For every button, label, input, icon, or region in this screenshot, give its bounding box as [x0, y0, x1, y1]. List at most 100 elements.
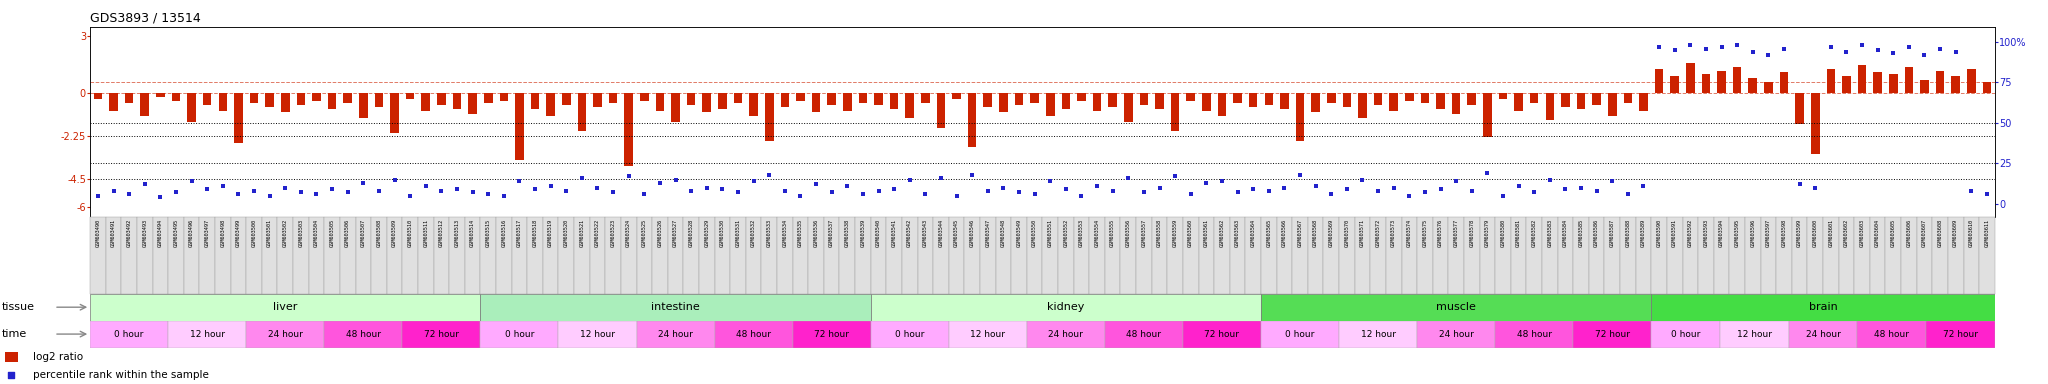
- FancyBboxPatch shape: [668, 217, 684, 294]
- Text: GSM603575: GSM603575: [1423, 218, 1427, 247]
- Bar: [358, 93, 367, 118]
- Point: [1706, 44, 1739, 50]
- FancyBboxPatch shape: [1479, 217, 1495, 294]
- Point: [924, 175, 956, 181]
- Bar: [936, 93, 946, 127]
- Text: 24 hour: 24 hour: [1438, 329, 1475, 339]
- Text: 72 hour: 72 hour: [815, 329, 850, 339]
- FancyBboxPatch shape: [1761, 217, 1776, 294]
- Text: GSM603547: GSM603547: [985, 218, 991, 247]
- Point: [1815, 44, 1847, 50]
- Text: GSM603521: GSM603521: [580, 218, 584, 247]
- Bar: [1014, 93, 1024, 105]
- Bar: [1343, 93, 1352, 107]
- Point: [207, 183, 240, 189]
- Bar: [406, 93, 414, 99]
- Point: [285, 189, 317, 195]
- Point: [674, 188, 707, 194]
- FancyBboxPatch shape: [1292, 217, 1309, 294]
- FancyBboxPatch shape: [715, 217, 731, 294]
- FancyBboxPatch shape: [324, 217, 340, 294]
- Point: [190, 186, 223, 192]
- Point: [426, 188, 459, 194]
- Point: [1581, 188, 1614, 194]
- Text: log2 ratio: log2 ratio: [33, 352, 84, 362]
- Text: 48 hour: 48 hour: [346, 329, 381, 339]
- Text: GSM603496: GSM603496: [188, 218, 195, 247]
- Point: [1143, 185, 1176, 191]
- FancyBboxPatch shape: [1964, 217, 1978, 294]
- Point: [457, 189, 489, 195]
- Bar: [952, 93, 961, 99]
- Bar: [1651, 321, 1720, 348]
- FancyBboxPatch shape: [1167, 217, 1184, 294]
- Bar: [1264, 93, 1274, 105]
- Text: 48 hour: 48 hour: [1126, 329, 1161, 339]
- Text: GSM603593: GSM603593: [1704, 218, 1708, 247]
- Point: [379, 177, 412, 183]
- FancyBboxPatch shape: [1573, 217, 1589, 294]
- Bar: [1155, 93, 1163, 109]
- Bar: [561, 93, 571, 105]
- Bar: [1339, 321, 1417, 348]
- Point: [1174, 191, 1206, 197]
- Bar: [1546, 93, 1554, 120]
- Bar: [1651, 294, 1995, 321]
- Bar: [1593, 93, 1602, 105]
- Bar: [1749, 78, 1757, 93]
- Text: GSM603585: GSM603585: [1579, 218, 1583, 247]
- Point: [0, 372, 29, 378]
- Bar: [125, 93, 133, 103]
- Point: [176, 178, 209, 184]
- FancyBboxPatch shape: [934, 217, 948, 294]
- Text: GSM603503: GSM603503: [299, 218, 303, 247]
- FancyBboxPatch shape: [745, 217, 762, 294]
- Point: [1221, 189, 1253, 195]
- Text: GSM603570: GSM603570: [1343, 218, 1350, 247]
- Text: GSM603534: GSM603534: [782, 218, 786, 247]
- Text: 0 hour: 0 hour: [115, 329, 143, 339]
- Point: [862, 188, 895, 194]
- Point: [254, 193, 287, 199]
- Point: [1845, 42, 1878, 48]
- Text: GDS3893 / 13514: GDS3893 / 13514: [90, 12, 201, 25]
- FancyBboxPatch shape: [1214, 217, 1229, 294]
- Point: [1456, 188, 1489, 194]
- Text: GSM603608: GSM603608: [1937, 218, 1944, 247]
- Text: 0 hour: 0 hour: [895, 329, 924, 339]
- Text: GSM603598: GSM603598: [1782, 218, 1786, 247]
- Text: GSM603550: GSM603550: [1032, 218, 1036, 247]
- Text: GSM603560: GSM603560: [1188, 218, 1194, 247]
- Point: [1331, 186, 1364, 192]
- Bar: [1925, 321, 1995, 348]
- Text: GSM603518: GSM603518: [532, 218, 537, 247]
- FancyBboxPatch shape: [1511, 217, 1526, 294]
- Bar: [719, 93, 727, 109]
- FancyBboxPatch shape: [1526, 217, 1542, 294]
- FancyBboxPatch shape: [1948, 217, 1964, 294]
- Bar: [1655, 69, 1663, 93]
- FancyBboxPatch shape: [1901, 217, 1917, 294]
- Text: GSM603601: GSM603601: [1829, 218, 1833, 247]
- Text: GSM603599: GSM603599: [1796, 218, 1802, 247]
- Bar: [999, 93, 1008, 113]
- Bar: [766, 93, 774, 141]
- FancyBboxPatch shape: [1323, 217, 1339, 294]
- Point: [1831, 49, 1864, 55]
- Bar: [1296, 93, 1305, 141]
- FancyBboxPatch shape: [184, 217, 199, 294]
- Text: GSM603590: GSM603590: [1657, 218, 1661, 247]
- Bar: [328, 93, 336, 109]
- Bar: [1530, 93, 1538, 103]
- Point: [549, 188, 584, 194]
- Bar: [281, 93, 289, 113]
- Text: GSM603605: GSM603605: [1890, 218, 1896, 247]
- Point: [160, 189, 193, 195]
- Text: GSM603580: GSM603580: [1501, 218, 1505, 247]
- Point: [471, 191, 504, 197]
- FancyBboxPatch shape: [1042, 217, 1059, 294]
- Text: tissue: tissue: [2, 302, 35, 312]
- FancyBboxPatch shape: [1808, 217, 1823, 294]
- Point: [1409, 189, 1442, 195]
- Text: GSM603545: GSM603545: [954, 218, 958, 247]
